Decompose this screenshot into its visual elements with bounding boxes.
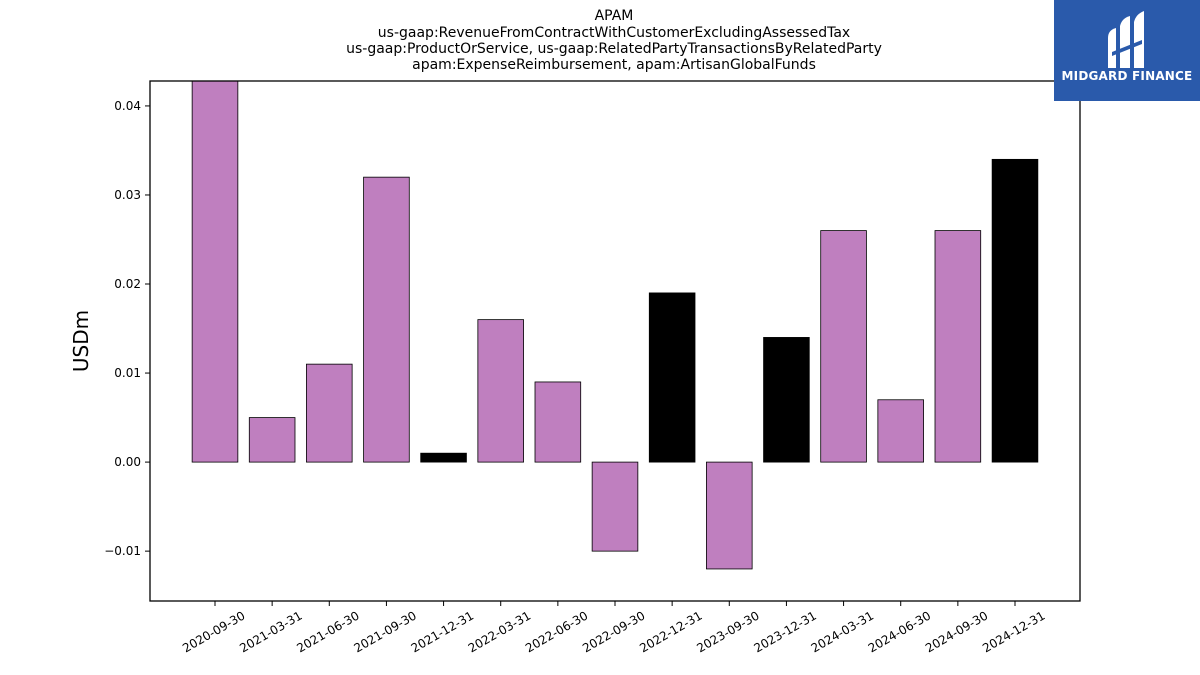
midgard-finance-logo: MIDGARD FINANCE: [1054, 0, 1200, 101]
x-tick-label: 2021-06-30: [294, 608, 361, 655]
x-tick-label: 2024-12-31: [980, 608, 1047, 655]
x-tick-label: 2023-09-30: [694, 608, 761, 655]
bar-2021-09-30: [363, 176, 410, 463]
x-tick-label: 2022-06-30: [523, 608, 590, 655]
bar-2021-12-31: [420, 452, 467, 463]
y-tick-label: 0.03: [114, 188, 141, 202]
bar-2024-12-31: [991, 158, 1039, 463]
title-line-2: us-gaap:RevenueFromContractWithCustomerE…: [378, 25, 850, 41]
x-tick-label: 2022-03-31: [466, 608, 533, 655]
x-tick-label: 2022-12-31: [637, 608, 704, 655]
x-axis: 2020-09-302021-03-312021-06-302021-09-30…: [180, 601, 1048, 655]
x-tick-label: 2024-06-30: [866, 608, 933, 655]
bar-2024-09-30: [934, 230, 982, 463]
title-line-1: APAM: [595, 8, 634, 24]
y-tick-label: 0.01: [114, 366, 141, 380]
chart-title: APAM us-gaap:RevenueFromContractWithCust…: [346, 8, 882, 73]
bar-2022-12-31: [648, 292, 696, 463]
bar-2022-03-31: [477, 319, 524, 463]
logo-text: MIDGARD FINANCE: [1061, 69, 1193, 83]
x-tick-label: 2020-09-30: [180, 608, 247, 655]
midgard-logo-icon: [1108, 11, 1144, 68]
bar-2021-06-30: [306, 363, 353, 463]
y-axis-label: USDm: [69, 310, 93, 372]
bar-2022-06-30: [534, 381, 582, 463]
title-line-4: apam:ExpenseReimbursement, apam:ArtisanG…: [412, 57, 816, 73]
x-tick-label: 2021-12-31: [409, 608, 476, 655]
title-line-3: us-gaap:ProductOrService, us-gaap:Relate…: [346, 41, 882, 57]
x-tick-label: 2023-12-31: [752, 608, 819, 655]
y-tick-label: 0.00: [114, 455, 141, 469]
y-axis: −0.01 0.00 0.01 0.02 0.03 0.04: [104, 99, 150, 558]
x-tick-label: 2024-09-30: [923, 608, 990, 655]
bar-2024-03-31: [820, 230, 867, 463]
y-tick-label: 0.02: [114, 277, 141, 291]
x-tick-label: 2021-03-31: [237, 608, 304, 655]
bar-2022-09-30: [591, 461, 639, 552]
y-tick-label: 0.04: [114, 99, 141, 113]
bar-2021-03-31: [248, 417, 296, 463]
x-tick-label: 2022-09-30: [580, 608, 647, 655]
x-tick-label: 2024-03-31: [809, 608, 876, 655]
x-tick-label: 2021-09-30: [352, 608, 419, 655]
bars-group: [191, 80, 1039, 570]
y-tick-label: −0.01: [104, 544, 141, 558]
bar-2023-12-31: [763, 337, 810, 463]
bar-2020-09-30: [191, 80, 239, 463]
bar-2024-06-30: [877, 399, 924, 463]
bar-2023-09-30: [706, 461, 753, 570]
